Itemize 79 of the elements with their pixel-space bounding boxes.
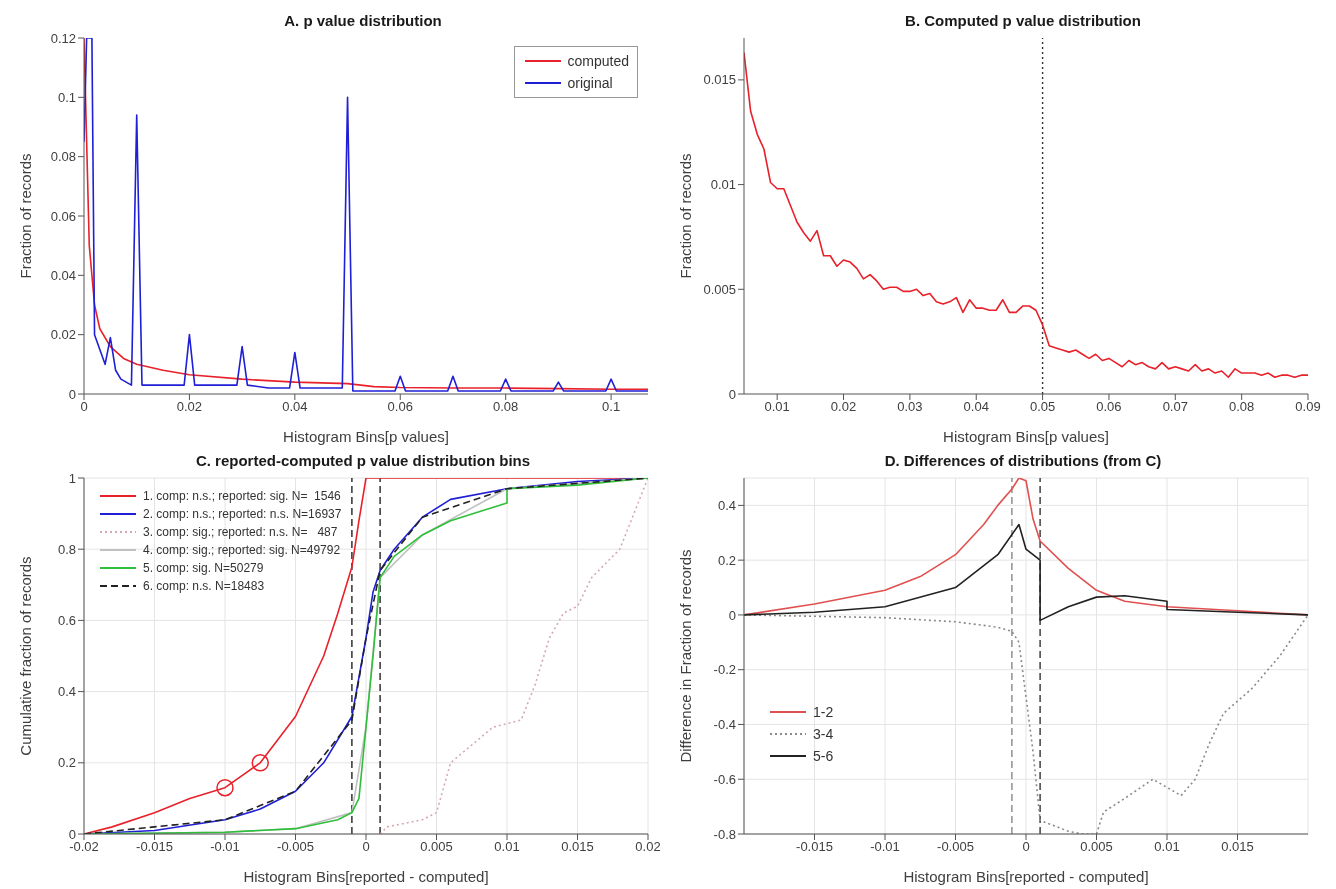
x-tick-label: -0.015	[136, 839, 173, 855]
y-tick-label: 0	[68, 826, 76, 842]
x-tick-label: 0.03	[897, 399, 923, 415]
x-tick-label: 0.02	[635, 839, 661, 855]
y-axis-title: Fraction of records	[17, 153, 35, 279]
y-tick-label: 1	[68, 470, 76, 486]
y-tick-label: -0.8	[713, 826, 736, 842]
line-series	[744, 523, 1308, 622]
legend-label: 3. comp: sig.; reported: n.s. N= 487	[143, 525, 338, 539]
x-tick-label: 0.04	[963, 399, 989, 415]
y-tick-label: 0.08	[50, 149, 76, 165]
x-tick-label: 0.08	[1228, 399, 1255, 415]
chart-title: B. Computed p value distribution	[904, 12, 1142, 29]
x-tick-label: 0.015	[1221, 839, 1254, 855]
x-tick-label: -0.02	[69, 839, 99, 855]
x-tick-label: 0.005	[1080, 839, 1113, 855]
x-tick-label: -0.01	[210, 839, 240, 855]
legend-label: 6. comp: n.s. N=18483	[143, 579, 265, 593]
legend-label: 5. comp: sig. N=50279	[143, 561, 264, 575]
legend-label: 3-4	[813, 726, 834, 742]
y-tick-label: 0.04	[50, 267, 76, 283]
x-tick-label: -0.005	[937, 839, 974, 855]
x-tick-label: 0.02	[176, 399, 203, 415]
legend-label: 5-6	[813, 748, 834, 764]
y-tick-label: 0.005	[703, 281, 736, 297]
legend-label: 1-2	[813, 704, 834, 720]
x-axis-title: Histogram Bins[p values]	[943, 428, 1109, 445]
y-tick-label: 0	[68, 386, 76, 402]
y-tick-label: 0.12	[50, 30, 76, 46]
legend-label: 4. comp: sig.; reported: sig. N=49792	[143, 543, 341, 557]
y-tick-label: -0.4	[713, 717, 736, 733]
y-tick-label: 0.1	[57, 89, 76, 105]
legend-label: 2. comp: n.s.; reported: n.s. N=16937	[143, 507, 342, 521]
x-tick-label: 0.01	[1154, 839, 1180, 855]
x-tick-label: 0.04	[282, 399, 308, 415]
x-tick-label: 0.015	[561, 839, 594, 855]
y-tick-label: 0	[728, 386, 736, 402]
y-tick-label: 0.6	[57, 613, 76, 629]
legend-label: computed	[567, 53, 629, 69]
x-tick-label: 0.09	[1295, 399, 1321, 415]
y-axis-title: Fraction of records	[677, 153, 695, 279]
chart-title: D. Differences of distributions (from C)	[883, 452, 1163, 469]
x-tick-label: 0	[80, 399, 88, 415]
x-axis-title: Histogram Bins[p values]	[283, 428, 449, 445]
y-tick-label: 0.01	[710, 177, 736, 193]
x-tick-label: -0.015	[796, 839, 833, 855]
x-tick-label: 0	[362, 839, 370, 855]
y-tick-label: 0.4	[717, 498, 736, 513]
x-axis-title: Histogram Bins[reported - computed]	[903, 868, 1149, 885]
legend-label: original	[567, 75, 613, 91]
y-tick-label: -0.2	[713, 662, 736, 678]
x-tick-label: 0	[1022, 839, 1030, 855]
x-tick-label: -0.01	[870, 839, 900, 855]
y-tick-label: 0.02	[50, 327, 76, 343]
x-tick-label: 0.02	[830, 399, 857, 415]
y-tick-label: -0.6	[713, 771, 736, 787]
x-tick-label: 0.08	[493, 399, 519, 415]
x-axis-title: Histogram Bins[reported - computed]	[243, 868, 489, 885]
y-tick-label: 0.015	[703, 72, 736, 88]
chart-title: A. p value distribution	[283, 12, 443, 29]
y-tick-label: 0	[728, 607, 736, 623]
x-tick-label: 0.05	[1029, 399, 1056, 415]
y-axis-title: Difference in Fraction of records	[677, 549, 695, 763]
y-tick-label: 0.2	[57, 755, 76, 771]
x-tick-label: 0.1	[602, 399, 621, 415]
y-tick-label: 0.8	[57, 541, 76, 557]
x-tick-label: 0.01	[494, 839, 520, 855]
x-tick-label: 0.005	[420, 839, 453, 855]
legend-label: 1. comp: n.s.; reported: sig. N= 1546	[143, 489, 341, 503]
x-tick-label: -0.005	[277, 839, 314, 855]
chart-title: C. reported-computed p value distribution bins	[194, 452, 532, 469]
y-tick-label: 0.4	[57, 684, 76, 700]
y-tick-label: 0.2	[717, 552, 736, 568]
x-tick-label: 0.06	[1096, 399, 1122, 415]
x-tick-label: 0.01	[764, 399, 790, 415]
y-tick-label: 0.06	[50, 208, 76, 224]
x-tick-label: 0.06	[387, 399, 413, 415]
y-axis-title: Cumulative fraction of records	[17, 556, 35, 756]
x-tick-label: 0.07	[1162, 399, 1188, 415]
